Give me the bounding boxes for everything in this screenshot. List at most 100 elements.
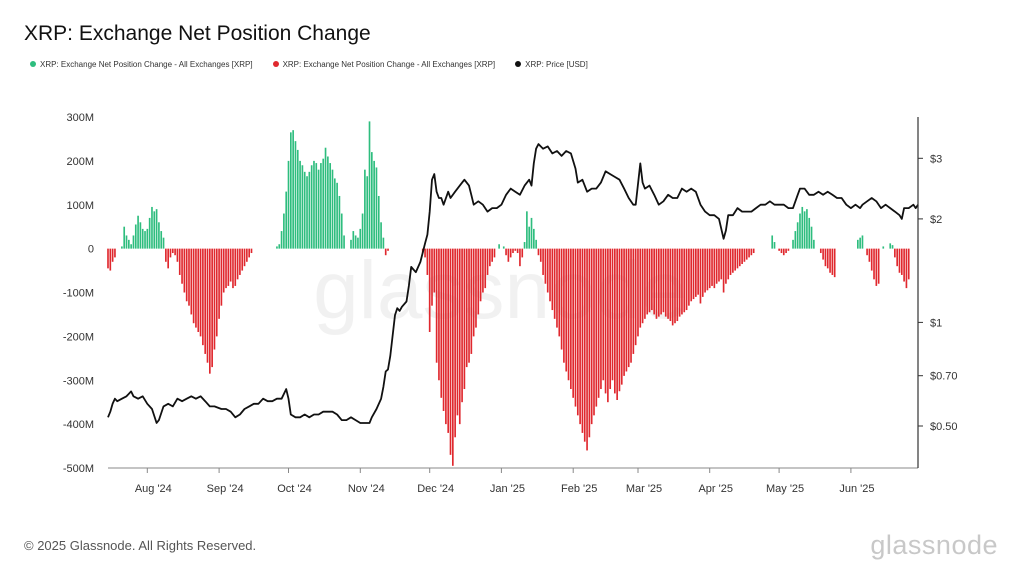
bar-outflow [583,248,586,442]
bar-outflow [639,248,642,328]
bar-outflow [875,248,878,286]
bar-inflow [773,242,776,249]
bar-inflow [792,239,794,249]
bar-outflow [202,248,204,346]
bar-outflow [729,248,732,275]
legend-item-inflow[interactable]: XRP: Exchange Net Position Change - All … [30,60,253,69]
bar-inflow [859,237,861,249]
bar-inflow [144,231,146,249]
bar-inflow [799,213,801,249]
bar-inflow [310,165,313,249]
bar-outflow [708,248,711,289]
bar-inflow [861,235,864,249]
bar-outflow [544,248,547,284]
bar-outflow [752,248,755,254]
bar-outflow [572,248,574,398]
bar-inflow [121,246,123,249]
bar-inflow [327,156,329,249]
bars-group [107,121,910,466]
bar-outflow [519,248,521,267]
bar-outflow [178,248,181,275]
bar-outflow [641,248,644,324]
bar-inflow [338,195,341,249]
bar-outflow [681,248,683,315]
bar-inflow [377,195,380,249]
bar-outflow [218,248,220,319]
bar-outflow [894,248,896,258]
bar-inflow [813,239,815,249]
bar-outflow [426,248,429,275]
bar-inflow [380,222,382,249]
bar-inflow [160,231,163,249]
bar-outflow [463,248,466,390]
bar-inflow [535,239,537,249]
bar-outflow [692,248,695,300]
bar-outflow [507,248,510,262]
bar-outflow [868,248,871,262]
bar-inflow [794,231,797,249]
bar-inflow [371,152,373,249]
y-right-tick-label: $0.70 [930,371,958,383]
bar-outflow [424,248,426,258]
bar-inflow [151,206,153,249]
x-tick-label: Sep '24 [207,483,244,495]
bar-inflow [357,237,359,249]
bar-inflow [373,160,375,249]
bar-outflow [829,248,831,273]
bar-inflow [130,244,132,249]
bar-outflow [475,248,477,328]
bar-outflow [195,248,197,328]
x-tick-label: Aug '24 [135,483,172,495]
bar-outflow [614,248,616,394]
bar-outflow [674,248,676,324]
bar-outflow [667,248,669,319]
bar-outflow [514,248,517,251]
axes-group: 300M 200M 100M 0 -100M -200M -300M -400M -500M $3… [63,112,958,495]
y-left-tick-label: -300M [63,375,94,387]
bar-inflow [296,149,299,249]
price-line-group [107,143,919,424]
bar-outflow [220,248,223,306]
x-tick-label: Mar '25 [626,483,662,495]
bar-outflow [167,248,169,269]
bar-outflow [183,248,186,293]
bar-outflow [248,248,250,258]
bar-outflow [553,248,556,319]
bar-inflow [139,222,142,249]
bar-outflow [493,248,496,258]
bar-outflow [185,248,188,302]
legend-item-price[interactable]: XRP: Price [USD] [515,60,588,69]
bar-inflow [806,209,808,249]
bar-outflow [819,248,822,254]
bar-outflow [713,248,716,289]
bar-outflow [664,248,667,317]
bar-inflow [526,211,528,249]
bar-outflow [785,248,787,254]
bar-outflow [620,248,623,385]
bar-outflow [727,248,730,280]
bar-outflow [558,248,561,337]
bar-outflow [690,248,693,302]
bar-outflow [866,248,868,256]
bar-outflow [706,248,709,291]
x-tick-label: May '25 [766,483,804,495]
bar-outflow [676,248,679,322]
bar-outflow [688,248,690,306]
bar-outflow [748,248,750,258]
bar-outflow [431,248,433,306]
bar-outflow [903,248,905,282]
bar-outflow [602,248,605,381]
bar-outflow [579,248,581,425]
x-tick-label: Apr '25 [698,483,733,495]
bar-inflow [313,160,315,249]
bar-inflow [324,147,327,249]
bar-inflow [857,239,859,249]
bar-outflow [734,248,736,271]
legend-item-outflow[interactable]: XRP: Exchange Net Position Change - All … [272,60,495,69]
bar-outflow [243,248,246,267]
bar-outflow [826,248,829,269]
bar-outflow [718,248,720,282]
bar-outflow [477,248,480,315]
bar-outflow [595,248,598,407]
bar-outflow [204,248,207,354]
